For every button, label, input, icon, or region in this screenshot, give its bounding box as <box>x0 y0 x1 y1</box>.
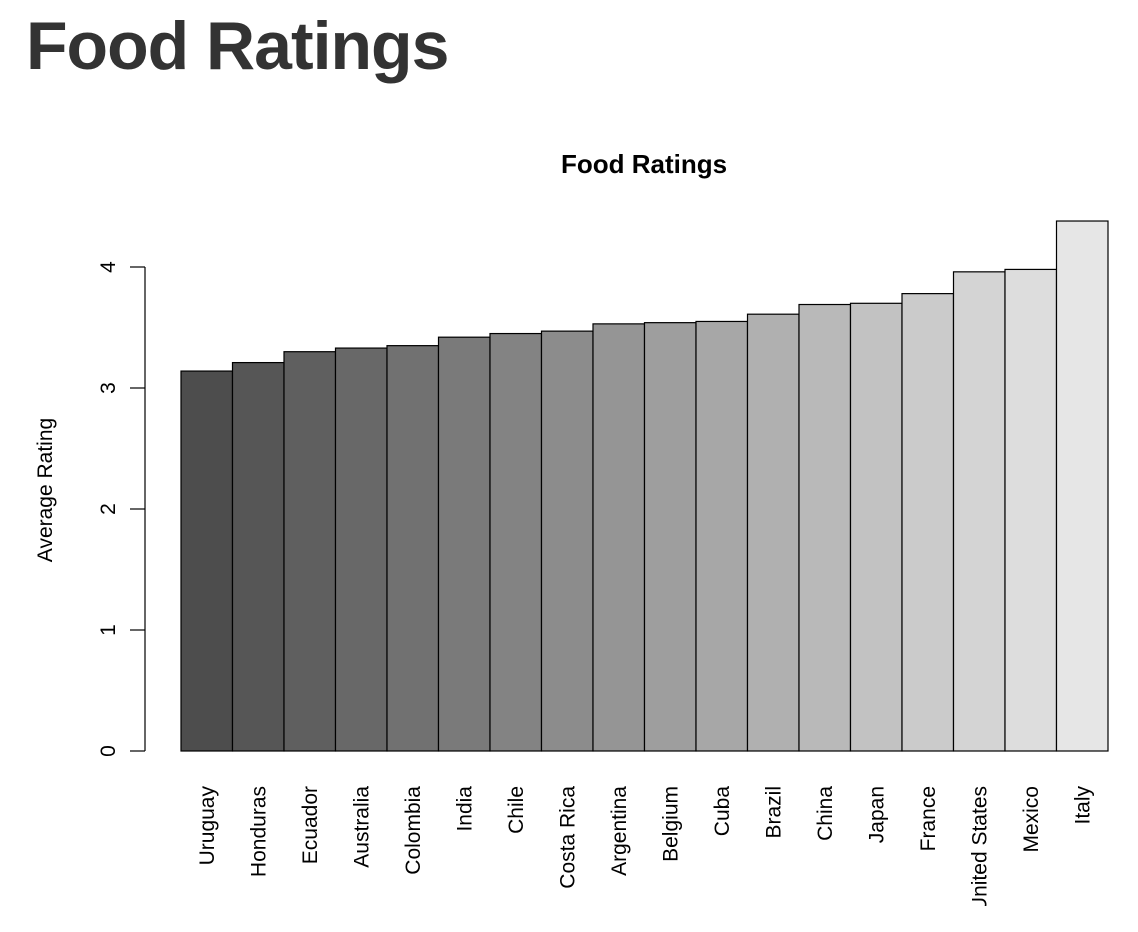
bar-china <box>798 303 852 752</box>
bar-chile <box>489 332 543 752</box>
bar-colombia <box>386 345 440 752</box>
bar-costa-rica <box>540 330 594 752</box>
bar-italy <box>1055 220 1109 752</box>
y-tick-label: 1 <box>97 624 120 636</box>
x-tick-label: Cuba <box>711 786 734 837</box>
x-tick-label: Japan <box>865 786 888 843</box>
bar-uruguay <box>180 370 234 752</box>
x-tick-label: Costa Rica <box>556 786 579 889</box>
x-tick-label: China <box>814 786 837 841</box>
x-tick-label: Argentina <box>608 786 631 876</box>
x-tick-label: Australia <box>350 786 373 868</box>
x-tick-label: France <box>917 786 940 851</box>
bar-honduras <box>231 361 285 752</box>
y-tick-label: 2 <box>97 503 120 515</box>
chart-title: Food Ratings <box>561 149 727 179</box>
x-tick-labels: Uruguay Honduras Ecuador Australia Colombia I… <box>196 786 1095 912</box>
x-tick-label: Italy <box>1071 786 1094 825</box>
x-tick-label: Colombia <box>402 786 425 875</box>
bar-united-states <box>952 271 1006 752</box>
bar-mexico <box>1004 268 1058 752</box>
bar-ecuador <box>283 351 337 752</box>
y-axis-label: Average Rating <box>34 418 57 562</box>
x-tick-label: Chile <box>505 786 528 834</box>
x-tick-label: Uruguay <box>196 786 219 866</box>
bar-france <box>901 293 955 752</box>
x-tick-label: Brazil <box>762 786 785 839</box>
bar-belgium <box>643 322 697 752</box>
y-tick-label: 3 <box>97 382 120 394</box>
bars <box>180 220 1109 752</box>
x-tick-label: Mexico <box>1020 786 1043 853</box>
bar-india <box>437 336 491 752</box>
x-tick-label: United States <box>968 786 991 912</box>
bar-argentina <box>592 323 646 752</box>
y-tick-label: 4 <box>97 261 120 273</box>
x-tick-label: Belgium <box>659 786 682 862</box>
x-tick-label: Honduras <box>247 786 270 877</box>
x-tick-label: Ecuador <box>299 786 322 864</box>
page-heading: Food Ratings <box>26 8 449 84</box>
bar-cuba <box>695 320 749 752</box>
y-tick-label: 0 <box>97 745 120 757</box>
x-tick-label: India <box>453 786 476 832</box>
bar-japan <box>849 302 903 752</box>
bar-brazil <box>746 313 800 752</box>
bar-australia <box>334 347 388 752</box>
y-axis: 0 1 2 3 4 <box>97 261 146 757</box>
